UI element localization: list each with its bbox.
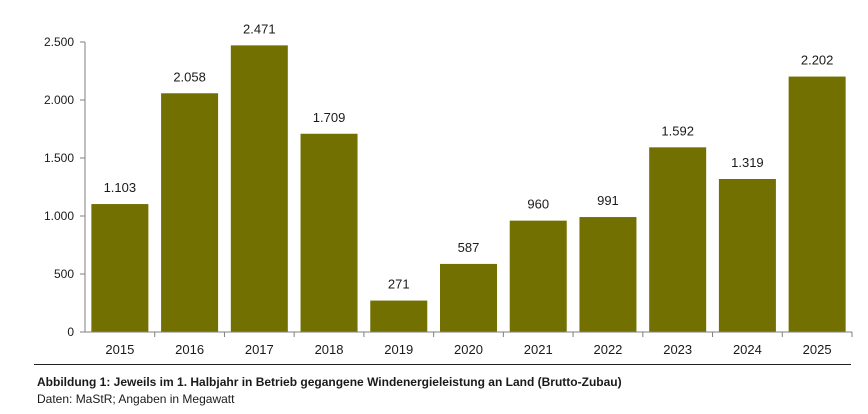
y-tick-label: 1.500 [44,151,74,165]
data-label-2022: 991 [597,193,619,208]
bar-2018 [300,133,358,332]
data-label-2016: 2.058 [173,69,206,84]
y-tick-label: 2.000 [44,93,74,107]
data-label-2015: 1.103 [104,180,137,195]
x-tick-label-2024: 2024 [733,342,762,357]
x-tick-label-2015: 2015 [105,342,134,357]
bar-2019 [370,300,428,332]
data-label-2020: 587 [458,240,480,255]
y-tick-label: 1.000 [44,209,74,223]
x-tick-label-2020: 2020 [454,342,483,357]
x-tick-label-2023: 2023 [663,342,692,357]
bar-2023 [649,147,707,332]
y-tick-label: 0 [67,325,74,339]
bar-2015 [91,204,149,332]
data-label-2019: 271 [388,277,410,292]
data-label-2017: 2.471 [243,21,276,36]
x-tick-label-2025: 2025 [803,342,832,357]
x-tick-label-2019: 2019 [384,342,413,357]
data-label-2025: 2.202 [801,53,834,68]
bars: 1.103 2.058 2.471 1.709 271 587 960 991 1.592 1.3… [91,21,846,333]
x-tick-label-2022: 2022 [593,342,622,357]
bar-2017 [230,45,288,332]
bar-2025 [788,76,846,333]
figure-source: Daten: MaStR; Angaben in Megawatt [37,392,235,406]
y-tick-label: 500 [54,267,74,281]
y-axis: 0 500 1.000 1.500 2.000 2.500 [44,35,86,339]
bar-2024 [718,178,776,332]
bar-chart: 0 500 1.000 1.500 2.000 2.500 1.103 2.058 2.471… [44,21,853,357]
data-label-2023: 1.592 [661,123,694,138]
data-label-2018: 1.709 [313,110,346,125]
caption-divider [34,364,851,365]
bar-2021 [509,220,567,332]
bar-2016 [161,93,219,332]
data-label-2024: 1.319 [731,155,764,170]
x-tick-label-2021: 2021 [524,342,553,357]
bar-2022 [579,217,637,332]
x-tick-label-2017: 2017 [245,342,274,357]
data-label-2021: 960 [527,197,549,212]
bar-2020 [440,263,497,332]
y-tick-label: 2.500 [44,35,74,49]
figure-caption: Abbildung 1: Jeweils im 1. Halbjahr in B… [37,375,622,389]
x-axis: 2015 2016 2017 2018 2019 2020 2021 2022 2023 2024… [85,331,853,357]
x-tick-label-2016: 2016 [175,342,204,357]
x-tick-label-2018: 2018 [315,342,344,357]
